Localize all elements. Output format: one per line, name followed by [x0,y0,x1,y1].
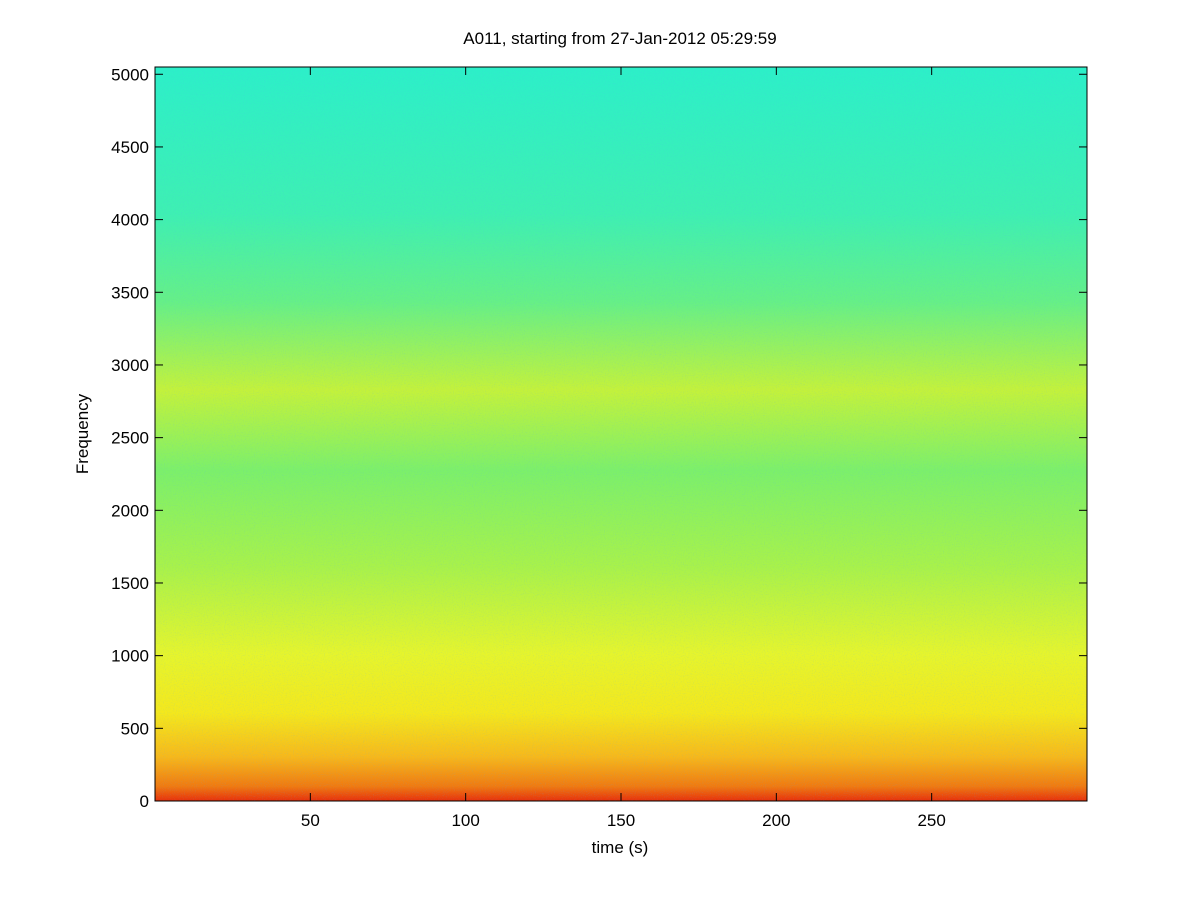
chart-title: A011, starting from 27-Jan-2012 05:29:59 [463,29,776,48]
y-tick-label: 5000 [111,65,149,84]
x-tick-label: 200 [762,811,790,830]
y-tick-label: 4500 [111,138,149,157]
x-tick-label: 50 [301,811,320,830]
y-tick-label: 3500 [111,283,149,302]
y-tick-label: 4000 [111,211,149,230]
x-tick-label: 150 [607,811,635,830]
y-tick-label: 1500 [111,574,149,593]
y-tick-label: 500 [121,719,149,738]
x-tick-label: 100 [451,811,479,830]
y-tick-label: 1000 [111,647,149,666]
y-axis-label: Frequency [73,393,92,474]
x-axis-label: time (s) [592,838,649,857]
y-tick-label: 0 [140,792,149,811]
x-tick-label: 250 [917,811,945,830]
y-tick-label: 2000 [111,501,149,520]
y-tick-label: 2500 [111,429,149,448]
y-tick-label: 3000 [111,356,149,375]
spectrogram-texture [155,67,1087,801]
plot-area [154,66,1088,802]
